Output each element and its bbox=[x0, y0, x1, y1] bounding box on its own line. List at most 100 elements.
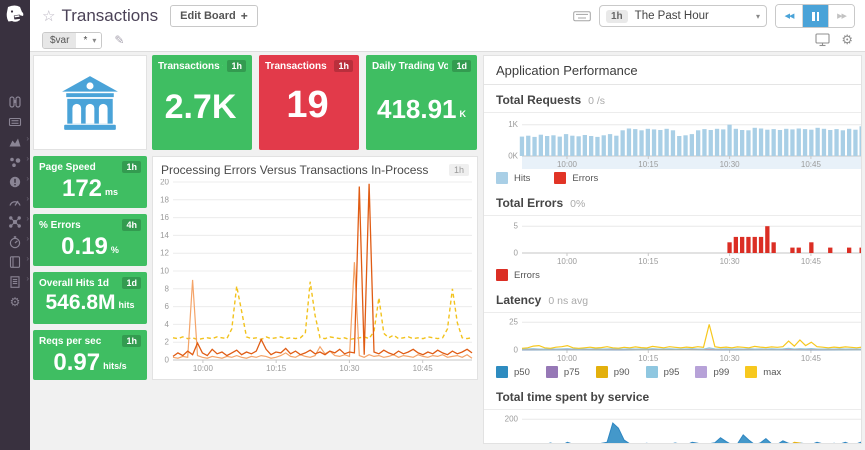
legend-label: p50 bbox=[514, 366, 530, 378]
time-range-select[interactable]: 1h The Past Hour ▾ bbox=[599, 5, 767, 27]
section-title: Total Errors bbox=[496, 196, 564, 210]
pause-icon bbox=[812, 11, 819, 21]
svg-text:10:00: 10:00 bbox=[193, 364, 214, 373]
sidebar-nav: › › › › › bbox=[0, 92, 30, 312]
chevron-right-icon: › bbox=[26, 254, 29, 263]
variable-value: * bbox=[83, 34, 88, 46]
timeframe-badge: 1h bbox=[448, 164, 469, 176]
pause-button[interactable] bbox=[802, 5, 828, 27]
section-total-errors: Total Errors 0% 0 5 10:00 10:15 10:30 10:45 E… bbox=[484, 188, 861, 285]
sidebar-item-apm[interactable]: › bbox=[0, 232, 30, 252]
timeframe-badge: 1h bbox=[122, 335, 141, 347]
time-range-short: 1h bbox=[606, 9, 628, 23]
svg-text:10:45: 10:45 bbox=[801, 257, 822, 266]
chevron-right-icon: › bbox=[26, 214, 29, 223]
tile-title: Daily Trading Volume bbox=[372, 60, 449, 72]
forward-button[interactable]: ▶▶ bbox=[828, 5, 854, 27]
svg-text:10:30: 10:30 bbox=[720, 160, 741, 169]
apm-icon bbox=[9, 236, 21, 249]
query-value-tile-daily-trading-volume: Daily Trading Volume 1d 418.91 K bbox=[366, 55, 477, 150]
legend-item-p99[interactable]: p99 bbox=[695, 366, 729, 378]
legend-item-p95[interactable]: p95 bbox=[645, 366, 679, 378]
svg-text:14: 14 bbox=[160, 231, 169, 240]
caret-down-icon: ▾ bbox=[92, 35, 97, 45]
tile-title: Transactions In-pro... bbox=[265, 60, 330, 72]
query-value-tile-percent-errors: % Errors 4h 0.19 % bbox=[33, 214, 147, 266]
timeframe-badge: 1h bbox=[122, 161, 141, 173]
legend-item-errors[interactable]: Errors bbox=[496, 269, 540, 281]
tv-mode-icon[interactable] bbox=[815, 33, 831, 47]
sidebar-item-notebooks[interactable]: › bbox=[0, 252, 30, 272]
legend-item-p50[interactable]: p50 bbox=[496, 366, 530, 378]
keyboard-shortcuts-icon[interactable] bbox=[573, 10, 591, 22]
query-value-tile-transactions-cleared: Transactions Cleared 1h 2.7K bbox=[152, 55, 252, 150]
section-title: Total Requests bbox=[496, 93, 582, 107]
total-errors-chart[interactable]: 0 5 10:00 10:15 10:30 10:45 bbox=[496, 220, 861, 266]
svg-text:10:15: 10:15 bbox=[638, 354, 659, 363]
svg-text:5: 5 bbox=[514, 222, 519, 231]
legend-label: Hits bbox=[514, 172, 531, 184]
variable-name: $var bbox=[43, 32, 77, 48]
sidebar-item-metrics[interactable]: › bbox=[0, 192, 30, 212]
edit-variables-pencil-icon[interactable]: ✎ bbox=[114, 33, 125, 47]
plus-icon: + bbox=[240, 9, 248, 23]
query-value-tile-transactions-in-process: Transactions In-pro... 1h 19 bbox=[259, 55, 359, 150]
template-variable-select[interactable]: $var * ▾ bbox=[42, 31, 103, 49]
chevron-right-icon: › bbox=[26, 134, 29, 143]
legend-item-max[interactable]: max bbox=[745, 366, 781, 378]
datadog-logo[interactable] bbox=[0, 0, 30, 32]
monitors-icon bbox=[9, 176, 21, 188]
timeframe-badge: 1h bbox=[334, 60, 353, 72]
favorite-star-icon[interactable]: ☆ bbox=[42, 8, 56, 25]
bank-icon bbox=[62, 75, 118, 130]
edit-board-button[interactable]: Edit Board + bbox=[170, 5, 258, 27]
time-range-label: The Past Hour bbox=[634, 10, 709, 22]
processing-errors-chart[interactable]: 0 2 4 6 8 10 12 14 16 18 20 10:00 10:15 10:30 10:45 bbox=[153, 178, 477, 373]
legend-label: Errors bbox=[572, 172, 599, 184]
svg-text:10: 10 bbox=[160, 267, 169, 276]
panel-title: Application Performance bbox=[484, 56, 861, 85]
svg-text:1K: 1K bbox=[508, 120, 518, 129]
section-subvalue: 0% bbox=[570, 198, 586, 210]
legend-item-p90[interactable]: p90 bbox=[595, 366, 630, 378]
events-icon bbox=[8, 117, 22, 127]
rewind-button[interactable]: ◀◀ bbox=[776, 5, 802, 27]
section-subvalue: 0 /s bbox=[588, 95, 606, 107]
svg-text:10:00: 10:00 bbox=[557, 160, 578, 169]
sidebar-item-dashboards[interactable]: › bbox=[0, 132, 30, 152]
application-performance-panel: Application Performance Total Requests 0… bbox=[483, 55, 862, 444]
legend-swatch bbox=[496, 366, 508, 378]
sidebar-item-integrations[interactable]: › bbox=[0, 212, 30, 232]
section-title: Latency bbox=[496, 293, 542, 307]
legend-item-errors[interactable]: Errors bbox=[554, 172, 598, 184]
tile-unit: hits/s bbox=[103, 361, 127, 372]
sidebar-item-events[interactable] bbox=[0, 112, 30, 132]
tile-value: 172 bbox=[61, 175, 103, 202]
svg-text:8: 8 bbox=[165, 284, 170, 293]
sidebar: › › › › › bbox=[0, 0, 30, 450]
legend-item-p75[interactable]: p75 bbox=[545, 366, 580, 378]
svg-text:10:45: 10:45 bbox=[413, 364, 434, 373]
svg-text:200: 200 bbox=[505, 415, 519, 424]
legend-item-hits[interactable]: Hits bbox=[496, 172, 530, 184]
svg-text:10:15: 10:15 bbox=[638, 257, 659, 266]
sidebar-item-infrastructure[interactable]: › bbox=[0, 152, 30, 172]
timeseries-widget-processing-errors: Processing Errors Versus Transactions In… bbox=[152, 156, 478, 380]
latency-chart[interactable]: 0 25 10:00 10:15 10:30 10:45 bbox=[496, 317, 861, 363]
section-title: Total time spent by service bbox=[496, 390, 650, 404]
sidebar-item-monitors[interactable]: › bbox=[0, 172, 30, 192]
sidebar-item-logs[interactable]: › bbox=[0, 272, 30, 292]
svg-text:0K: 0K bbox=[508, 152, 518, 161]
sidebar-item-settings[interactable]: ⚙ bbox=[0, 292, 30, 312]
svg-text:10:15: 10:15 bbox=[638, 160, 659, 169]
board-settings-gear-icon[interactable]: ⚙ bbox=[841, 32, 853, 47]
tile-unit: % bbox=[110, 245, 119, 256]
tile-title: Overall Hits 1d bbox=[39, 277, 110, 289]
gear-icon: ⚙ bbox=[9, 295, 21, 309]
dashboards-icon bbox=[9, 138, 21, 147]
sidebar-item-watchdog[interactable] bbox=[0, 92, 30, 112]
svg-text:10:00: 10:00 bbox=[557, 257, 578, 266]
timeframe-badge: 4h bbox=[122, 219, 141, 231]
total-requests-chart[interactable]: 0K 1K 10:00 10:15 10:30 10:45 bbox=[496, 117, 861, 169]
